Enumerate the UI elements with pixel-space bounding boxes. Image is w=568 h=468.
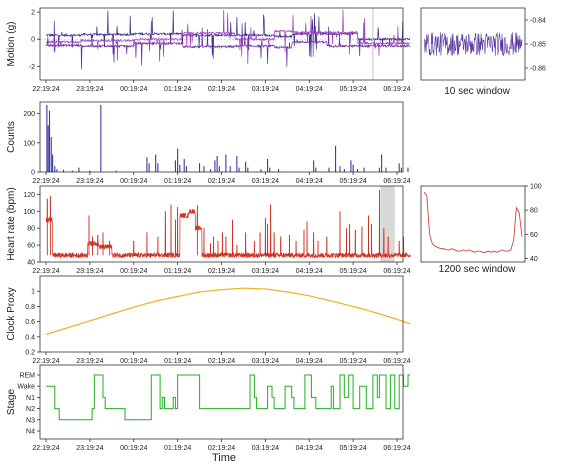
clock-proxy-x-tick-label: 03:19:24	[252, 358, 279, 365]
counts-x-tick-label: 00:19:24	[120, 178, 147, 185]
heart-rate-x-tick-label: 02:19:24	[208, 268, 235, 275]
counts-x-tick-label: 06:19:24	[383, 178, 410, 185]
stage-y-tick-label: N2	[26, 406, 35, 413]
heart-rate-zoom-y-tick-label: 60	[530, 232, 538, 239]
counts-x-tick-label: 22:19:24	[32, 178, 59, 185]
counts-x-tick-label: 04:19:24	[296, 178, 323, 185]
stage-x-tick-label: 04:19:24	[296, 445, 323, 452]
motion-x-tick-label: 04:19:24	[296, 86, 323, 93]
motion-zoom-series	[423, 32, 523, 56]
counts-x-tick-label: 01:19:24	[164, 178, 191, 185]
heart-rate-x-tick-label: 01:19:24	[164, 268, 191, 275]
clock-proxy-y-tick-label: 1	[31, 289, 35, 296]
motion-x-tick-label: 05:19:24	[340, 86, 367, 93]
heart-rate-y-tick-label: 60	[27, 243, 35, 250]
heart-rate-zoom-y-tick-label: 40	[530, 256, 538, 263]
counts-x-tick-label: 23:19:24	[76, 178, 103, 185]
heart-rate-zoom-frame	[420, 185, 526, 263]
clock-proxy-x-tick-label: 05:19:24	[340, 358, 367, 365]
stage-series	[46, 374, 411, 421]
motion-zoom-y-tick-label: -0.86	[530, 66, 546, 73]
motion-y-tick-label: 0	[31, 37, 35, 44]
counts-y-tick-label: 100	[23, 140, 35, 147]
stage-x-tick-label: 02:19:24	[208, 445, 235, 452]
stage-x-tick-label: 23:19:24	[76, 445, 103, 452]
clock-proxy-x-tick-label: 01:19:24	[164, 358, 191, 365]
motion-x-tick-label: 06:19:24	[383, 86, 410, 93]
motion-y-label: Motion (g)	[6, 21, 17, 66]
heart-rate-zoom-y-tick-label: 100	[530, 184, 542, 191]
clock-proxy-series	[45, 287, 411, 336]
motion-zoom-y-tick-label: -0.85	[530, 42, 546, 49]
motion-x-tick-label: 22:19:24	[32, 86, 59, 93]
clock-proxy-x-tick-label: 22:19:24	[32, 358, 59, 365]
clock-proxy-x-tick-label: 04:19:24	[296, 358, 323, 365]
motion-x-tick-label: 02:19:24	[208, 86, 235, 93]
counts-y-label: Counts	[6, 121, 17, 153]
stage-x-tick-label: 01:19:24	[164, 445, 191, 452]
heart-rate-zoom-caption: 1200 sec window	[439, 264, 516, 275]
heart-rate-y-tick-label: 100	[23, 209, 35, 216]
stage-y-tick-label: N1	[26, 395, 35, 402]
stage-y-tick-label: REM	[19, 373, 35, 380]
stage-x-tick-label: 06:19:24	[383, 445, 410, 452]
stage-y-tick-label: N4	[26, 429, 35, 436]
motion-y-tick-label: 2	[31, 10, 35, 17]
stage-y-tick-label: N3	[26, 417, 35, 424]
heart-rate-x-tick-label: 23:19:24	[76, 268, 103, 275]
heart-rate-x-tick-label: 04:19:24	[296, 268, 323, 275]
clock-proxy-x-tick-label: 23:19:24	[76, 358, 103, 365]
motion-x-tick-label: 23:19:24	[76, 86, 103, 93]
motion-series-z	[45, 9, 411, 65]
clock-proxy-y-tick-label: 0.2	[25, 350, 35, 357]
stage-x-tick-label: 00:19:24	[120, 445, 147, 452]
heart-rate-y-label: Heart rate (bpm)	[6, 187, 17, 260]
heart-rate-y-tick-label: 40	[27, 260, 35, 267]
stage-x-tick-label: 03:19:24	[252, 445, 279, 452]
clock-proxy-y-tick-label: 0.6	[25, 319, 35, 326]
heart-rate-window-highlight	[380, 186, 395, 262]
motion-x-tick-label: 00:19:24	[120, 86, 147, 93]
motion-zoom-y-tick-label: -0.84	[530, 18, 546, 25]
counts-x-tick-label: 05:19:24	[340, 178, 367, 185]
motion-x-tick-label: 01:19:24	[164, 86, 191, 93]
heart-rate-x-tick-label: 06:19:24	[383, 268, 410, 275]
stage-y-tick-label: Wake	[17, 384, 35, 391]
x-axis-title: Time	[212, 452, 236, 464]
clock-proxy-x-tick-label: 06:19:24	[383, 358, 410, 365]
heart-rate-x-tick-label: 03:19:24	[252, 268, 279, 275]
heart-rate-y-tick-label: 80	[27, 226, 35, 233]
heart-rate-y-tick-label: 120	[23, 192, 35, 199]
heart-rate-zoom-y-tick-label: 80	[530, 208, 538, 215]
stage-y-label: Stage	[6, 388, 17, 415]
counts-y-tick-label: 200	[23, 111, 35, 118]
clock-proxy-x-tick-label: 00:19:24	[120, 358, 147, 365]
stage-x-tick-label: 05:19:24	[340, 445, 367, 452]
counts-y-tick-label: 0	[31, 170, 35, 177]
heart-rate-x-tick-label: 05:19:24	[340, 268, 367, 275]
motion-y-tick-label: -2	[29, 64, 35, 71]
clock-proxy-x-tick-label: 02:19:24	[208, 358, 235, 365]
clock-proxy-y-tick-label: 0.4	[25, 334, 35, 341]
heart-rate-x-tick-label: 00:19:24	[120, 268, 147, 275]
counts-x-tick-label: 02:19:24	[208, 178, 235, 185]
motion-x-tick-label: 03:19:24	[252, 86, 279, 93]
counts-x-tick-label: 03:19:24	[252, 178, 279, 185]
clock-proxy-y-tick-label: 0.8	[25, 304, 35, 311]
stage-x-tick-label: 22:19:24	[32, 445, 59, 452]
clock-proxy-y-label: Clock Proxy	[6, 287, 17, 340]
heart-rate-zoom-series	[423, 191, 523, 253]
motion-zoom-caption: 10 sec window	[444, 86, 510, 97]
heart-rate-x-tick-label: 22:19:24	[32, 268, 59, 275]
